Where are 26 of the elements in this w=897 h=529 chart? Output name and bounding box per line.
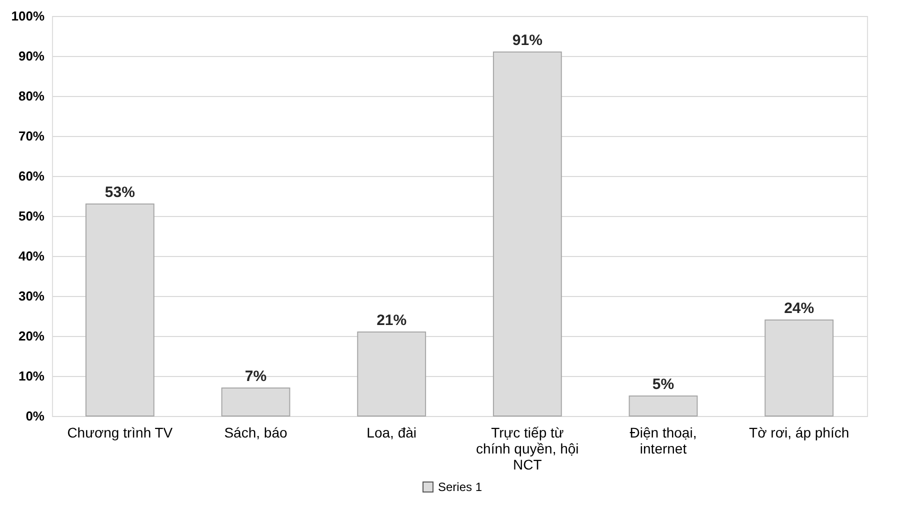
x-tick-label: Điện thoại, internet — [630, 424, 697, 456]
y-tick-label: 100% — [11, 8, 45, 24]
x-tick-label: Chương trình TV — [67, 424, 174, 440]
data-label: 53% — [104, 184, 135, 201]
y-tick-label: 70% — [18, 128, 45, 144]
legend-label: Series 1 — [438, 480, 482, 494]
data-label: 5% — [652, 376, 674, 393]
y-tick-label: 10% — [18, 368, 45, 384]
x-tick-label: Tờ rơi, áp phích — [749, 424, 850, 440]
data-label: 21% — [376, 312, 407, 329]
bar — [221, 388, 290, 416]
x-tick-label: Sách, báo — [224, 424, 288, 440]
y-tick-label: 80% — [18, 88, 45, 104]
x-tick-label: Loa, đài — [366, 424, 416, 440]
x-tick-label: Trực tiếp từ chính quyền, hội NCT — [476, 424, 579, 472]
data-label: 91% — [512, 32, 542, 49]
bar — [628, 396, 698, 416]
data-label: 24% — [784, 300, 814, 317]
y-tick-label: 30% — [18, 288, 45, 304]
data-label: 7% — [244, 368, 267, 385]
y-tick-label: 90% — [18, 48, 45, 64]
y-tick-label: 20% — [18, 328, 45, 344]
y-tick-label: 50% — [18, 208, 45, 224]
y-tick-label: 40% — [18, 248, 45, 264]
y-tick-label: 0% — [26, 408, 45, 424]
y-tick-label: 60% — [18, 168, 45, 184]
